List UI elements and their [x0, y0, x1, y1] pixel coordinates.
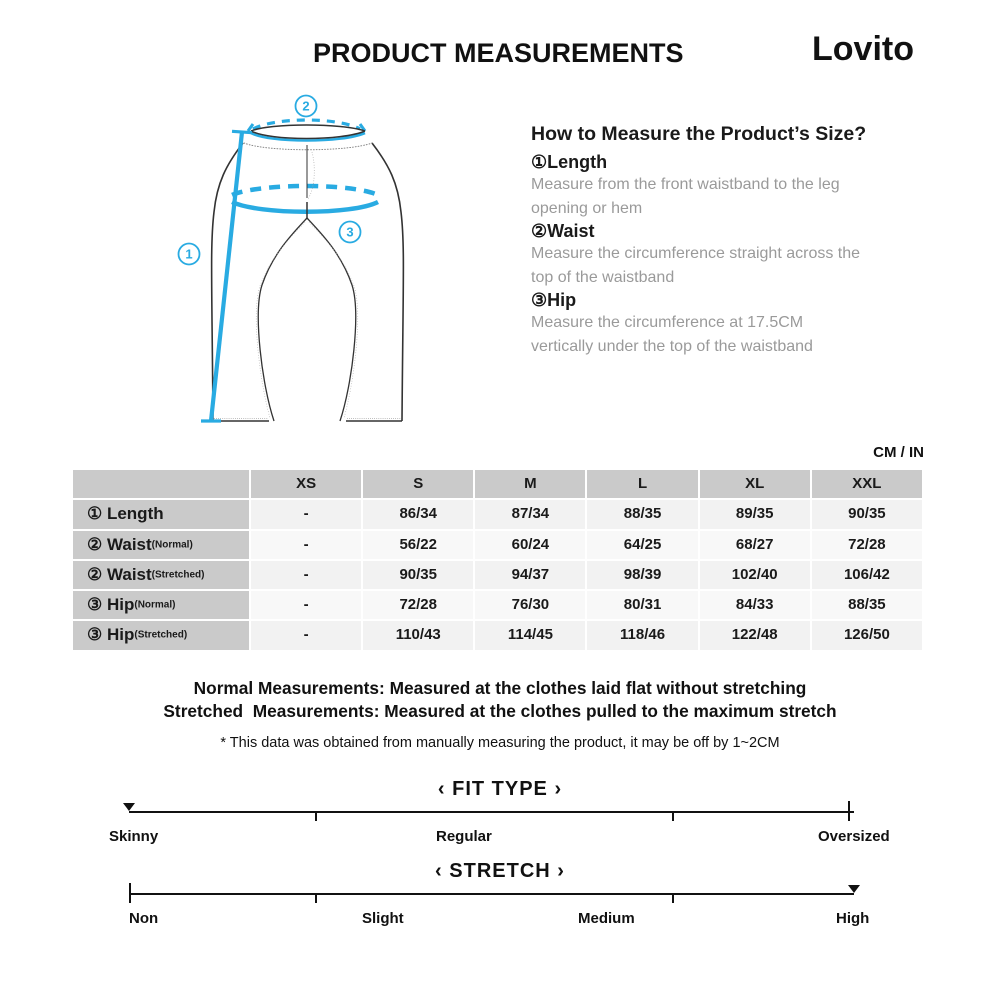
svg-text:3: 3 — [346, 225, 353, 240]
svg-text:2: 2 — [302, 99, 309, 114]
svg-text:1: 1 — [185, 247, 192, 262]
